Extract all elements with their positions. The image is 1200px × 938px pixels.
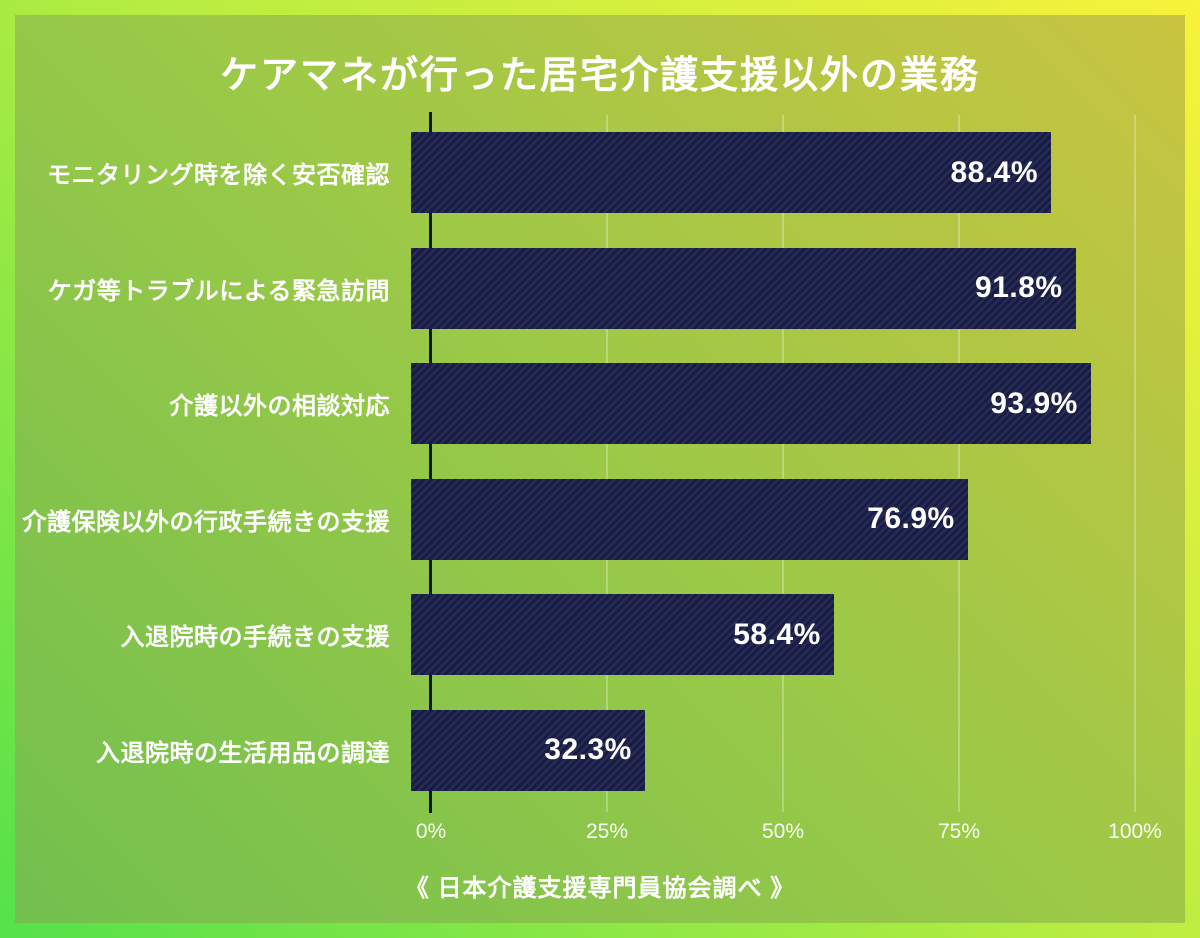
x-tick-label: 50%	[761, 820, 805, 843]
bar-track: 88.4%	[411, 132, 1135, 214]
bar: 76.9%	[411, 478, 968, 560]
chart-row: ケガ等トラブルによる緊急訪問 91.8%	[15, 231, 1135, 347]
bar-value-label: 58.4%	[733, 617, 821, 651]
bar: 58.4%	[411, 594, 834, 676]
category-label: 介護以外の相談対応	[169, 393, 390, 421]
gridline	[606, 115, 608, 812]
category-label: 入退院時の生活用品の調達	[96, 739, 390, 767]
bar-value-label: 32.3%	[544, 733, 632, 767]
category-label: ケガ等トラブルによる緊急訪問	[47, 277, 390, 305]
bar: 32.3%	[411, 709, 645, 791]
gridline	[958, 115, 960, 812]
bar: 93.9%	[411, 363, 1091, 445]
category-label: モニタリング時を除く安否確認	[47, 162, 390, 190]
y-axis-line	[429, 112, 432, 813]
x-tick-label: 25%	[585, 820, 629, 843]
chart-panel: ケアマネが行った居宅介護支援以外の業務 モニタリング時を除く安否確認 88.4% ケ…	[15, 15, 1185, 923]
bar-track: 58.4%	[411, 594, 1135, 676]
bar: 88.4%	[411, 132, 1052, 214]
bar-track: 32.3%	[411, 709, 1135, 791]
bar: 91.8%	[411, 247, 1076, 329]
x-axis-ticks: 0% 25% 50% 75% 100%	[416, 820, 1162, 850]
gridline	[782, 115, 784, 812]
source-note: 《 日本介護支援専門員協会調べ 》	[404, 875, 796, 902]
chart-row: 入退院時の生活用品の調達 32.3%	[15, 693, 1135, 809]
chart-title: ケアマネが行った居宅介護支援以外の業務	[219, 55, 980, 97]
x-tick-label: 0%	[415, 820, 447, 843]
bar-value-label: 88.4%	[950, 155, 1039, 189]
bar-value-label: 91.8%	[975, 271, 1063, 305]
bar-track: 93.9%	[411, 363, 1135, 445]
chart-row: 入退院時の手続きの支援 58.4%	[15, 577, 1135, 693]
chart-row: モニタリング時を除く安否確認 88.4%	[15, 115, 1135, 231]
gridline	[1134, 115, 1136, 812]
plot-area	[431, 115, 1136, 812]
chart-rows: モニタリング時を除く安否確認 88.4% ケガ等トラブルによる緊急訪問 91.8% 介護…	[15, 115, 1135, 808]
category-label: 入退院時の手続きの支援	[120, 624, 390, 652]
bar-value-label: 76.9%	[867, 502, 955, 536]
x-tick-label: 100%	[1108, 820, 1162, 843]
bar-track: 76.9%	[411, 478, 1135, 560]
category-label: 介護保険以外の行政手続きの支援	[22, 508, 390, 536]
chart-row: 介護以外の相談対応 93.9%	[15, 346, 1135, 462]
bar-value-label: 93.9%	[990, 386, 1078, 420]
x-tick-label: 75%	[937, 820, 981, 843]
bar-track: 91.8%	[411, 247, 1135, 329]
chart-row: 介護保険以外の行政手続きの支援 76.9%	[15, 462, 1135, 578]
